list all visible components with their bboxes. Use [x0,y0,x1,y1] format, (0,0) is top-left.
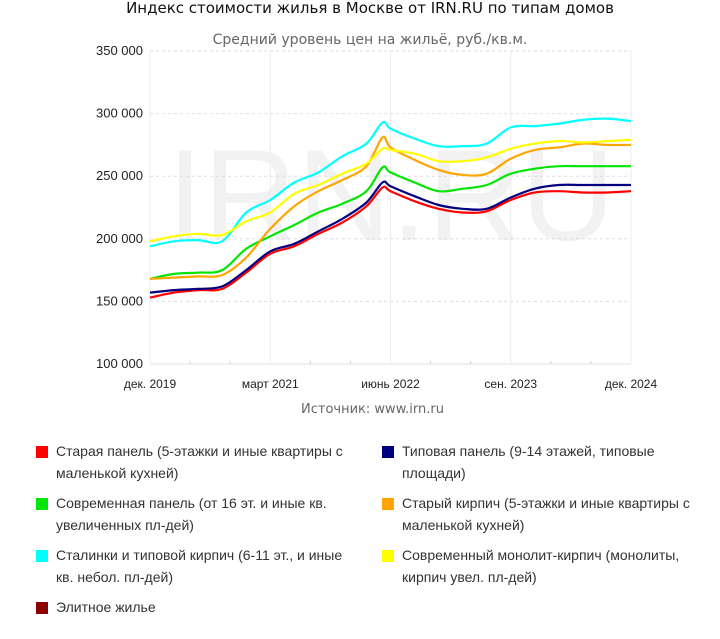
series-line [149,180,631,294]
legend-swatch [36,446,48,458]
legend-swatch [36,498,48,510]
legend-label: Старая панель (5-этажки и иные квартиры … [56,443,343,481]
legend-label: Типовая панель (9-14 этажей, типовые пло… [402,443,655,481]
legend-item[interactable]: Современный монолит-кирпич (монолиты, ки… [382,544,702,588]
legend-item[interactable]: Старый кирпич (5-этажки и иные квартиры … [382,492,702,536]
legend-item[interactable]: Современная панель (от 16 эт. и иные кв.… [36,492,356,536]
chart-title: Индекс стоимости жилья в Москве от IRN.R… [126,0,614,17]
legend-swatch [382,498,394,510]
legend-label: Современный монолит-кирпич (монолиты, ки… [402,547,680,585]
y-tick-label: 350 000 [96,43,143,58]
y-tick-label: 150 000 [96,293,143,308]
series-line [149,138,632,243]
legend-item[interactable]: Элитное жилье [36,596,356,618]
y-tick-label: 100 000 [96,356,143,371]
chart-subtitle: Средний уровень цен на жильё, руб./кв.м. [212,32,528,48]
y-tick-label: 300 000 [96,106,143,121]
legend-label: Старый кирпич (5-этажки и иные квартиры … [402,495,690,533]
legend-label: Элитное жилье [56,599,156,615]
x-tick-label: сен. 2023 [484,377,537,391]
legend-swatch [382,550,394,562]
legend-swatch [36,550,48,562]
x-tick-label: июнь 2022 [361,377,420,391]
legend-label: Современная панель (от 16 эт. и иные кв.… [56,495,327,533]
series-line [149,135,632,280]
legend-item[interactable]: Сталинки и типовой кирпич (6-11 эт., и и… [36,544,356,588]
y-tick-label: 200 000 [96,231,143,246]
legend-label: Сталинки и типовой кирпич (6-11 эт., и и… [56,547,343,585]
y-tick-label: 250 000 [96,168,143,183]
x-tick-label: дек. 2019 [124,377,177,391]
legend-item[interactable]: Старая панель (5-этажки и иные квартиры … [36,440,356,484]
source-note: Источник: www.irn.ru [301,402,444,417]
legend-item[interactable]: Типовая панель (9-14 этажей, типовые пло… [382,440,702,484]
series-line [149,164,631,280]
series-line [149,185,632,299]
legend-swatch [36,602,48,614]
x-tick-label: март 2021 [242,377,299,391]
x-tick-label: дек. 2024 [605,377,658,391]
legend-swatch [382,446,394,458]
